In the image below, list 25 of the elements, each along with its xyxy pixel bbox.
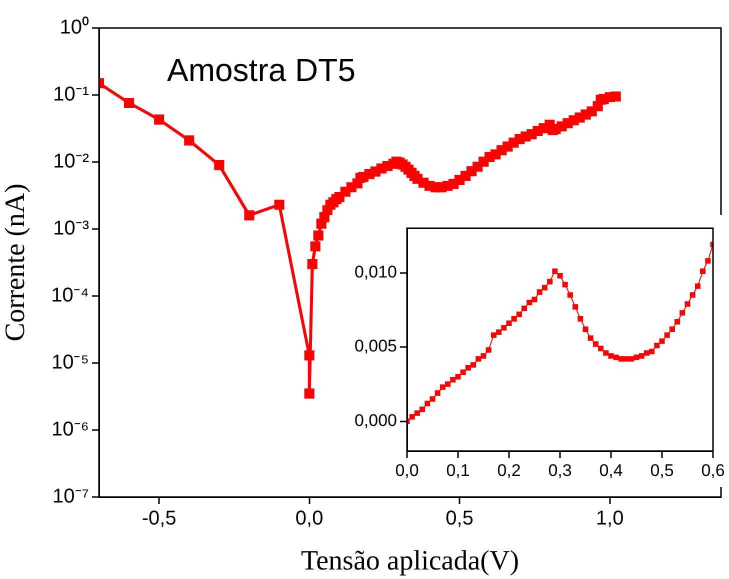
x-axis-title: Tensão aplicada(V)	[300, 546, 520, 577]
y-tick-label: 10⁻⁴	[51, 284, 89, 307]
y-tick-label: 10⁻³	[53, 218, 90, 240]
y-tick-label: 0,000	[354, 410, 397, 430]
x-tick-label: 0,4	[599, 460, 623, 480]
x-tick-label: 0,1	[446, 460, 470, 480]
x-tick-label: 0,0	[295, 508, 324, 530]
x-tick-label: 0,2	[497, 460, 521, 480]
y-tick-label: 0,005	[354, 336, 397, 356]
y-tick-label: 0,010	[354, 262, 397, 282]
x-tick-label: 0,0	[395, 460, 419, 480]
y-tick-label: 10⁻⁶	[52, 418, 89, 441]
y-tick-label: 10⁻¹	[53, 84, 90, 106]
x-tick-label: 0,5	[650, 460, 674, 480]
x-tick-label: -0,5	[142, 508, 176, 530]
x-tick-label: 1,0	[596, 508, 624, 530]
y-axis-title: Corrente (nA)	[0, 184, 32, 342]
x-tick-label: 0,3	[548, 460, 572, 480]
y-tick-label: 10⁻⁷	[52, 486, 89, 508]
annotation: Amostra DT5	[167, 52, 356, 88]
x-tick-label: 0,5	[446, 508, 474, 530]
y-tick-label: 10⁻⁵	[51, 352, 89, 374]
x-tick-label: 0,6	[701, 460, 725, 480]
y-tick-label: 10⁻²	[53, 150, 90, 173]
y-tick-label: 10⁰	[60, 16, 89, 39]
